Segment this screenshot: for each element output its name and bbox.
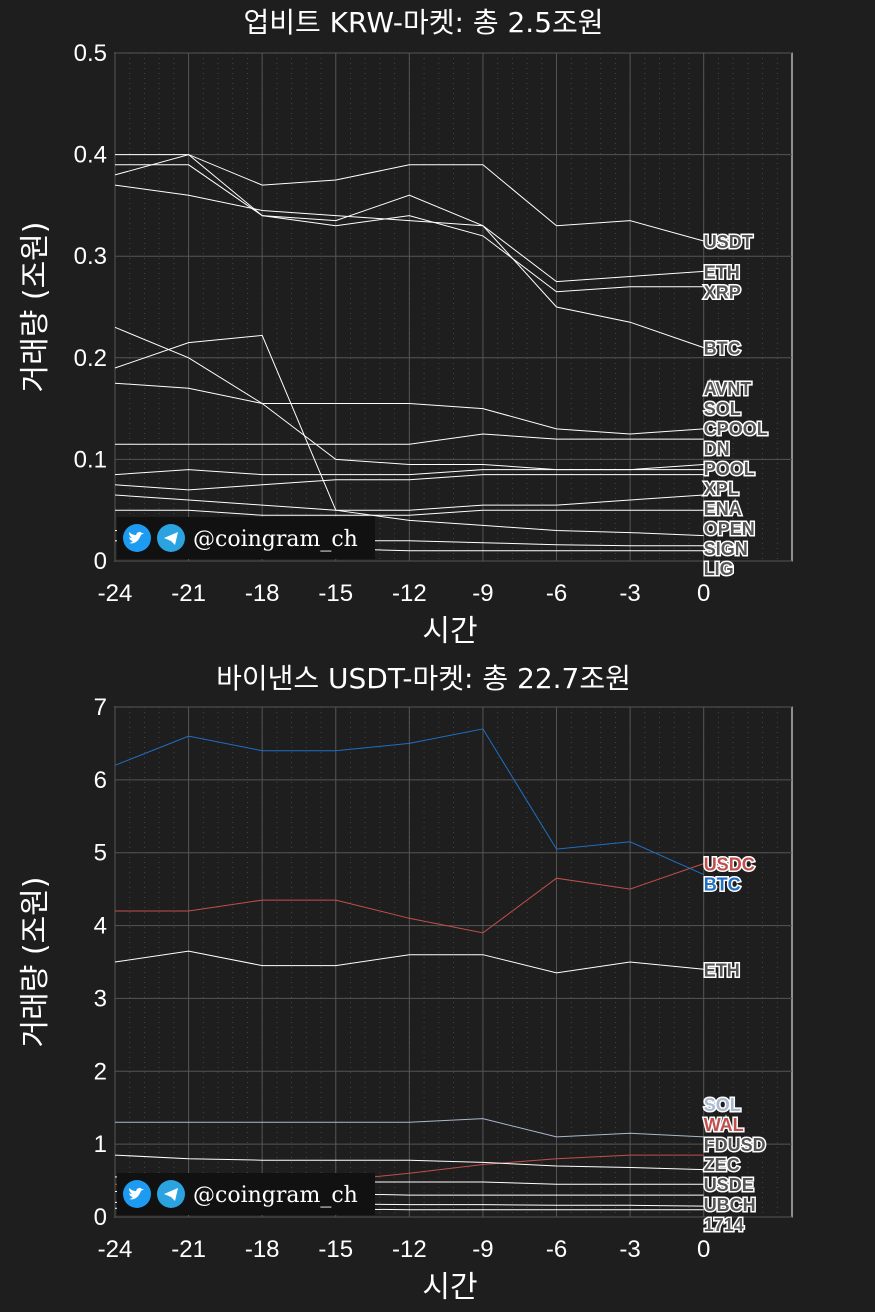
- series-label-usdc: USDC: [704, 855, 755, 875]
- x-tick-label: -12: [392, 580, 427, 607]
- series-line-xpl: [114, 494, 704, 511]
- y-tick-label: 0.2: [74, 345, 107, 372]
- series-line-ena: [115, 509, 704, 516]
- telegram-plane-glyph: [164, 1188, 178, 1201]
- series-line-eth: [114, 950, 704, 974]
- series-label-ena: ENA: [704, 499, 742, 519]
- y-tick-label: 0.3: [74, 243, 107, 270]
- series-label-usde: USDE: [704, 1175, 754, 1195]
- series-label-pool: POOL: [704, 459, 755, 479]
- watermark: @coingram_ch: [117, 517, 375, 559]
- x-axis-label: 시간: [422, 1270, 477, 1305]
- x-tick-label: -12: [392, 1236, 427, 1263]
- y-tick-label: 7: [94, 694, 107, 721]
- twitter-bird-glyph: [129, 1187, 144, 1200]
- y-tick-label: 0.5: [74, 40, 107, 67]
- y-axis-label: 거래량 (조원): [18, 877, 53, 1048]
- x-tick-label: -9: [472, 580, 493, 607]
- series-line-usdt: [114, 154, 704, 242]
- watermark: @coingram_ch: [117, 1173, 375, 1215]
- x-tick-label: -6: [546, 580, 567, 607]
- series-line-xrp: [115, 154, 704, 293]
- series-label-btc: BTC: [704, 875, 741, 895]
- series-label-xpl: XPL: [704, 479, 739, 499]
- chart-title: 업비트 KRW-마켓: 총 2.5조원: [243, 6, 603, 39]
- x-tick-label: -24: [98, 1236, 133, 1263]
- x-tick-label: 0: [697, 580, 710, 607]
- x-tick-label: -15: [318, 1236, 353, 1263]
- x-tick-label: -18: [245, 1236, 280, 1263]
- twitter-bird-glyph: [129, 531, 144, 544]
- y-tick-label: 6: [94, 767, 107, 794]
- x-tick-label: -3: [619, 580, 640, 607]
- x-tick-label: -24: [98, 580, 133, 607]
- series-label-wal: WAL: [704, 1115, 744, 1135]
- x-tick-label: -21: [171, 580, 206, 607]
- series-label-fdusd: FDUSD: [704, 1135, 766, 1155]
- series-label-ubch: UBCH: [704, 1195, 756, 1215]
- series-label-xrp: XRP: [704, 282, 741, 302]
- series-label-cpool: CPOOL: [704, 419, 768, 439]
- x-axis-label: 시간: [422, 614, 477, 649]
- watermark-text: @coingram_ch: [193, 1183, 358, 1208]
- x-tick-label: 0: [697, 1236, 710, 1263]
- series-line-avnt: [114, 382, 704, 435]
- series-label-sol: SOL: [704, 1095, 741, 1115]
- x-tick-label: -21: [171, 1236, 206, 1263]
- series-label-sol: SOL: [704, 399, 741, 419]
- series-label-usdt: USDT: [704, 232, 753, 252]
- chart-panel-0: 0 0.1 0.2 0.3 0.4 0.5 -24 -21 -18 -15 -12 -9 -6 -3 0 업비…: [18, 6, 793, 649]
- series-label-open: OPEN: [704, 519, 755, 539]
- series-line-fdusd: [114, 1154, 704, 1171]
- y-tick-label: 2: [94, 1058, 107, 1085]
- chart-title: 바이낸스 USDT-마켓: 총 22.7조원: [216, 662, 631, 695]
- series-label-lig: LIG: [704, 559, 734, 579]
- series-label-1714: 1714: [704, 1215, 744, 1235]
- series-line-usdc: [115, 863, 704, 934]
- x-tick-label: -6: [546, 1236, 567, 1263]
- chart-panel-1: 0 1 2 3 4 5 6 7 -24 -21 -18 -15 -12 -9 -6 -3 0 바이낸스 USDT-…: [18, 662, 793, 1305]
- series-label-eth: ETH: [704, 960, 740, 980]
- y-tick-label: 1: [94, 1131, 107, 1158]
- x-tick-label: -18: [245, 580, 280, 607]
- watermark-text: @coingram_ch: [193, 527, 358, 552]
- series-line-open: [114, 334, 704, 537]
- series-line-eth: [115, 164, 704, 283]
- series-label-sign: SIGN: [704, 539, 748, 559]
- series-label-zec: ZEC: [704, 1155, 740, 1175]
- telegram-plane-glyph: [164, 532, 178, 545]
- y-tick-label: 0.4: [74, 142, 107, 169]
- series-line-pool: [114, 474, 704, 491]
- y-axis-label: 거래량 (조원): [18, 222, 53, 393]
- y-tick-label: 0.1: [74, 446, 107, 473]
- plot-area: [114, 52, 793, 562]
- series-label-eth: ETH: [704, 262, 740, 282]
- y-tick-label: 3: [94, 985, 107, 1012]
- y-tick-label: 0: [94, 1204, 107, 1231]
- y-tick-label: 4: [94, 913, 107, 940]
- y-tick-label: 0: [94, 548, 107, 575]
- series-label-btc: BTC: [704, 339, 741, 359]
- y-tick-label: 5: [94, 840, 107, 867]
- x-tick-label: -15: [318, 580, 353, 607]
- x-tick-label: -3: [619, 1236, 640, 1263]
- series-line-sol: [115, 433, 704, 445]
- series-line-btc: [114, 728, 704, 876]
- series-line-btc: [114, 184, 704, 349]
- series-line-sol: [115, 1118, 704, 1138]
- series-label-avnt: AVNT: [704, 379, 752, 399]
- x-tick-label: -9: [472, 1236, 493, 1263]
- series-line-dn: [114, 469, 704, 476]
- series-label-dn: DN: [704, 439, 730, 459]
